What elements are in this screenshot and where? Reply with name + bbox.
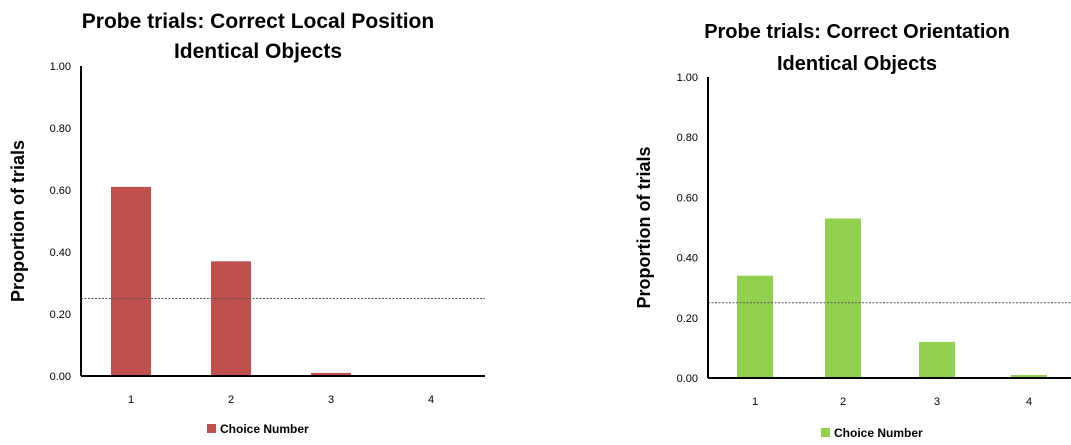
chart-left-svg: Probe trials: Correct Local Position Iden… [8,10,485,436]
right-chart-title: Probe trials: Correct Orientation [704,21,1010,43]
right-y-axis-label: Proportion of trials [634,147,654,309]
left-legend-label: Choice Number [220,422,309,436]
left-y-tick-label: 1.00 [50,61,71,73]
right-y-tick-label: 0.00 [677,373,698,385]
left-y-tick-label: 0.40 [50,247,71,259]
left-bar-2 [211,261,251,376]
right-bar-1 [737,275,773,378]
right-y-tick-label: 1.00 [677,72,698,84]
right-chart-subtitle: Identical Objects [777,53,937,75]
right-y-tick-label: 0.20 [677,313,698,325]
left-y-axis-label: Proportion of trials [8,140,28,302]
chart-right: Probe trials: Correct Orientation Identic… [610,0,1071,445]
right-bar-3 [919,341,955,378]
right-y-tick-label: 0.80 [677,132,698,144]
right-y-tick-label: 0.60 [677,192,698,204]
right-legend-label: Choice Number [834,426,923,440]
left-bar-3 [311,372,351,376]
left-x-tick-label: 1 [128,394,134,406]
left-x-tick-label: 2 [228,394,234,406]
right-x-tick-label: 2 [840,396,846,408]
right-bar-4 [1011,374,1047,378]
left-legend-swatch [207,424,216,433]
chart-left: Probe trials: Correct Local Position Iden… [0,0,500,445]
right-x-tick-label: 3 [934,396,940,408]
left-bar-1 [111,186,151,376]
left-y-tick-label: 0.60 [50,185,71,197]
left-y-tick-label: 0.20 [50,309,71,321]
left-x-tick-label: 4 [428,394,434,406]
chart-right-svg: Probe trials: Correct Orientation Identic… [634,21,1071,440]
left-y-tick-label: 0.80 [50,123,71,135]
right-x-tick-label: 1 [752,396,758,408]
left-x-tick-label: 3 [328,394,334,406]
right-x-tick-label: 4 [1026,396,1032,408]
right-bar-2 [825,218,861,378]
right-legend-swatch [821,428,830,437]
left-chart-title: Probe trials: Correct Local Position [82,10,434,33]
left-y-tick-label: 0.00 [50,371,71,383]
right-y-tick-label: 0.40 [677,253,698,265]
left-chart-subtitle: Identical Objects [174,40,342,63]
